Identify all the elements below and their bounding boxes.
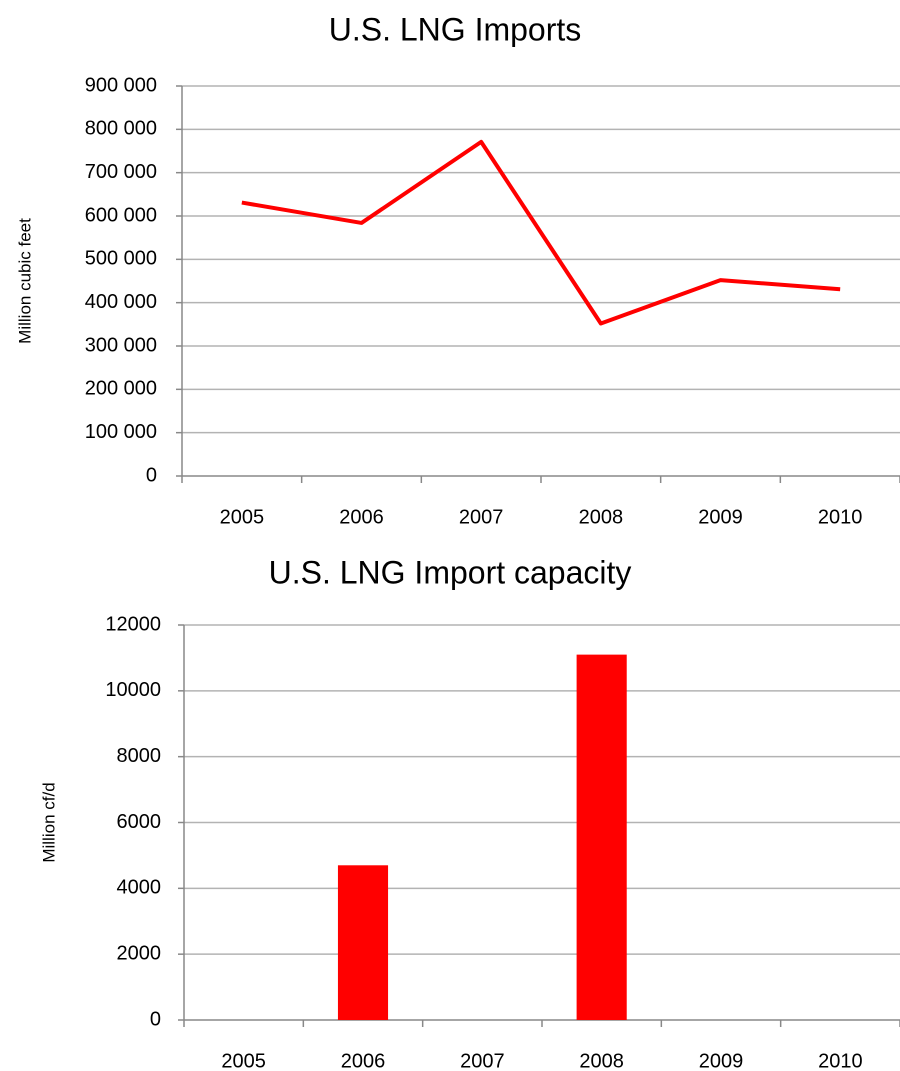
x-tick-label: 2008 [579, 1050, 624, 1071]
x-tick-label: 2005 [220, 506, 265, 528]
y-tick-label: 700 000 [85, 161, 157, 183]
y-tick-label: 400 000 [85, 291, 157, 313]
y-axis-label: Million cf/d [39, 782, 58, 862]
chart-title: U.S. LNG Import capacity [269, 554, 632, 590]
x-tick-label: 2009 [699, 1050, 744, 1071]
y-tick-label: 0 [150, 1008, 161, 1030]
x-tick-label: 2006 [339, 506, 384, 528]
x-tick-label: 2009 [698, 506, 743, 528]
x-tick-label: 2007 [460, 1050, 505, 1071]
y-tick-label: 8000 [117, 745, 162, 767]
x-tick-label: 2008 [579, 506, 624, 528]
y-tick-label: 0 [146, 464, 157, 486]
y-tick-label: 2000 [117, 942, 162, 964]
x-tick-label: 2006 [341, 1050, 386, 1071]
y-tick-label: 900 000 [85, 74, 157, 96]
y-axis-label: Million cubic feet [15, 218, 34, 344]
y-tick-label: 100 000 [85, 421, 157, 443]
x-tick-label: 2007 [459, 506, 504, 528]
bar [337, 865, 389, 1020]
y-tick-label: 6000 [117, 811, 162, 833]
x-tick-label: 2010 [818, 1050, 863, 1071]
y-tick-label: 300 000 [85, 334, 157, 356]
chart-title: U.S. LNG Imports [329, 11, 582, 47]
line-series [241, 139, 841, 326]
y-tick-label: 10000 [105, 679, 161, 701]
y-tick-label: 600 000 [85, 204, 157, 226]
bar [576, 654, 627, 1020]
y-tick-label: 4000 [117, 877, 162, 899]
y-tick-label: 500 000 [85, 248, 157, 270]
y-tick-label: 12000 [105, 613, 161, 635]
x-tick-label: 2010 [818, 506, 863, 528]
x-tick-label: 2005 [221, 1050, 266, 1071]
y-tick-label: 800 000 [85, 118, 157, 140]
y-tick-label: 200 000 [85, 378, 157, 400]
